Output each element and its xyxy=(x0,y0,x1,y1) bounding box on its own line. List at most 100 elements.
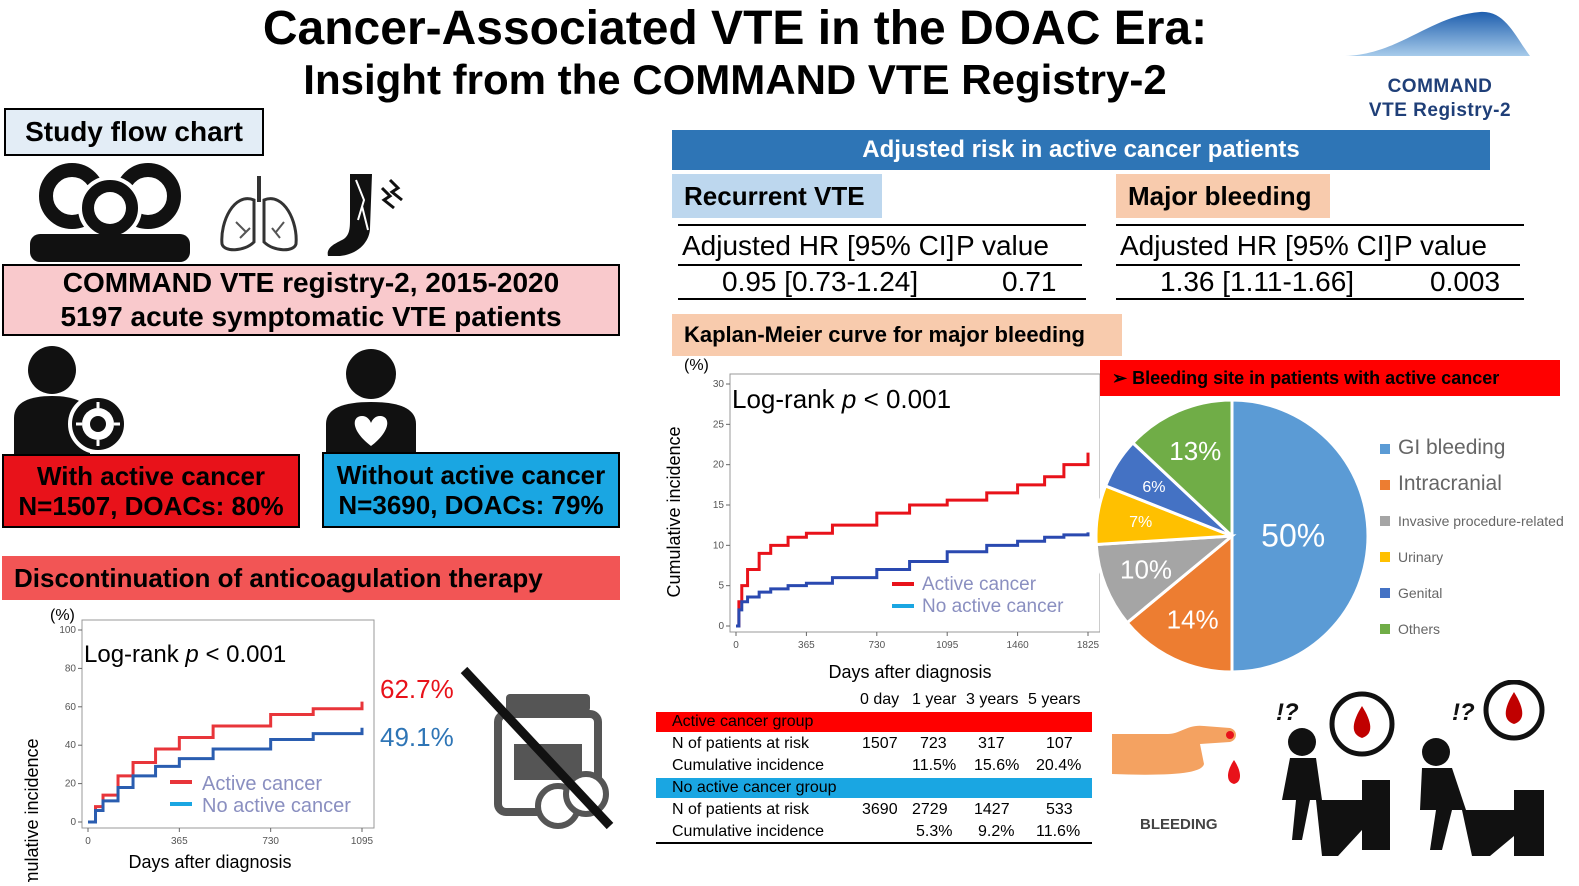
chart2-legend-active: Active cancer xyxy=(922,574,1037,595)
pie-slice-2 xyxy=(1094,534,1237,625)
pie-label-0: 50% xyxy=(1261,518,1325,554)
active-n-2: 317 xyxy=(978,735,1005,752)
registry-line2: 5197 acute symptomatic VTE patients xyxy=(60,301,562,332)
x-tick-label: 1460 xyxy=(1006,640,1029,651)
series-line-1 xyxy=(88,727,364,824)
x-tick-label: 730 xyxy=(262,836,279,847)
pie-legend-label-3: Urinary xyxy=(1398,549,1443,565)
series-line-1 xyxy=(736,532,1090,628)
discontinuation-chart-svg: (%) Cumulative incidence Days after diag… xyxy=(22,607,375,886)
people-group-icon xyxy=(20,158,200,267)
at-risk-table: 0 day 1 year 3 years 5 years Active canc… xyxy=(656,688,1094,844)
pie-legend-label-2: Invasive procedure-related xyxy=(1398,513,1564,529)
pie-label-5: 13% xyxy=(1169,436,1221,466)
logo-line2: VTE Registry-2 xyxy=(1368,100,1512,121)
pie-slice-1 xyxy=(1125,532,1234,674)
logo-line1: COMMAND xyxy=(1387,76,1493,97)
no-active-ci-label: Cumulative incidence xyxy=(672,823,825,840)
recurrent-table: Adjusted HR [95% CI] P value 0.95 [0.73-… xyxy=(678,224,1086,300)
chart2-ylabel: Cumulative incidence xyxy=(664,426,684,597)
y-tick-label: 60 xyxy=(65,702,77,713)
main-subtitle: Insight from the COMMAND VTE Registry-2 xyxy=(303,56,1167,103)
no-active-n-2: 1427 xyxy=(974,801,1010,818)
pie-chart: 50% 14% 10% 7% 6% 13% GI bleeding Intracranial I… xyxy=(1094,398,1576,682)
x-tick-label: 365 xyxy=(798,640,815,651)
active-ci-label: Cumulative incidence xyxy=(672,757,825,774)
pie-legend-label-5: Others xyxy=(1398,621,1440,637)
km-label: Kaplan-Meier curve for major bleeding xyxy=(672,314,1122,356)
chart2-legend-no-active: No active cancer xyxy=(922,596,1064,617)
active-n-0: 1507 xyxy=(862,735,898,752)
bleeding-col-p: P value xyxy=(1394,230,1487,261)
end-value-active: 62.7% xyxy=(380,674,454,704)
km-chart: (%) Cumulative incidence Days after diag… xyxy=(660,352,1101,684)
active-group-bar: Active cancer group xyxy=(656,712,1092,732)
series-line-0 xyxy=(736,452,1090,628)
pie-legend-label-0: GI bleeding xyxy=(1398,436,1505,459)
y-tick-label: 100 xyxy=(59,625,76,636)
chart2-yunit: (%) xyxy=(684,357,709,374)
plot-frame xyxy=(81,619,375,829)
x-tick-label: 0 xyxy=(85,836,91,847)
pie-legend-swatch-1 xyxy=(1380,480,1390,490)
at-risk-header-0: 0 day xyxy=(860,691,900,708)
without-cancer-line2: N=3690, DOACs: 79% xyxy=(338,490,604,520)
x-tick-label: 1095 xyxy=(936,640,959,651)
no-active-n-0: 3690 xyxy=(862,801,898,818)
chart1-logrank: Log-rank p < 0.001 xyxy=(84,641,286,668)
y-tick-label: 25 xyxy=(713,419,725,430)
pie-banner-arrow: ➢ xyxy=(1112,368,1128,388)
recurrent-hr: 0.95 [0.73-1.24] xyxy=(722,266,919,297)
active-n-3: 107 xyxy=(1046,735,1073,752)
x-tick-label: 365 xyxy=(171,836,188,847)
y-tick-label: 40 xyxy=(65,740,77,751)
pie-chart-svg: 50% 14% 10% 7% 6%13% GI bleeding Intracranial I… xyxy=(1094,398,1564,674)
y-tick-label: 80 xyxy=(65,663,77,674)
x-tick-label: 1825 xyxy=(1077,640,1100,651)
y-tick-label: 0 xyxy=(718,621,724,632)
exclaim-mark-1: !? xyxy=(1276,699,1299,726)
pie-banner: ➢ Bleeding site in patients with active … xyxy=(1100,360,1560,396)
pie-label-4: 6% xyxy=(1142,479,1165,496)
bleeding-col-hr: Adjusted HR [95% CI] xyxy=(1120,230,1393,261)
chart1-legend-active: Active cancer xyxy=(202,773,322,795)
bleeding-caption: BLEEDING xyxy=(1140,816,1218,833)
registry-line1: COMMAND VTE registry-2, 2015-2020 xyxy=(62,267,560,298)
pie-legend-swatch-4 xyxy=(1380,588,1390,598)
pie-legend-label-4: Genital xyxy=(1398,585,1442,601)
pie-label-2: 10% xyxy=(1120,555,1172,585)
risk-banner: Adjusted risk in active cancer patients xyxy=(672,130,1490,170)
chart1-legend-no-active: No active cancer xyxy=(202,795,351,817)
recurrent-col-hr: Adjusted HR [95% CI] xyxy=(682,230,955,261)
without-cancer-line1: Without active cancer xyxy=(336,460,606,490)
patient-cancer-icon xyxy=(12,342,132,459)
y-tick-label: 10 xyxy=(713,540,725,551)
y-tick-label: 20 xyxy=(65,779,77,790)
no-active-group-bar: No active cancer group xyxy=(656,778,1092,798)
registry-box: COMMAND VTE registry-2, 2015-2020 5197 a… xyxy=(2,264,620,336)
active-ci-3: 20.4% xyxy=(1036,757,1082,774)
logo-wave-icon xyxy=(1345,11,1530,56)
active-ci-2: 15.6% xyxy=(974,757,1020,774)
no-active-ci-3: 11.6% xyxy=(1036,823,1081,840)
no-active-n-label: N of patients at risk xyxy=(672,801,809,818)
no-active-n-3: 533 xyxy=(1046,801,1073,818)
chart2-logrank: Log-rank p < 0.001 xyxy=(732,384,951,414)
active-n-label: N of patients at risk xyxy=(672,735,809,752)
with-cancer-box: With active cancer N=1507, DOACs: 80% xyxy=(2,454,300,528)
pie-legend-label-1: Intracranial xyxy=(1398,472,1502,495)
chart1-xlabel: Days after diagnosis xyxy=(128,852,291,872)
bleeding-finger-icon xyxy=(1108,704,1258,819)
recurrent-label: Recurrent VTE xyxy=(672,174,882,218)
pie-slice-0 xyxy=(1230,398,1370,674)
y-tick-label: 15 xyxy=(713,500,725,511)
y-tick-label: 20 xyxy=(713,460,725,471)
bleeding-table: Adjusted HR [95% CI] P value 1.36 [1.11-… xyxy=(1116,224,1524,300)
without-cancer-box: Without active cancer N=3690, DOACs: 79% xyxy=(322,452,620,528)
bleeding-label: Major bleeding xyxy=(1116,174,1330,218)
lungs-icon xyxy=(214,172,304,261)
x-tick-label: 1095 xyxy=(351,836,374,847)
pie-legend-swatch-2 xyxy=(1380,516,1390,526)
no-active-ci-1: 5.3% xyxy=(916,823,953,840)
pill-bottle-crossed-icon xyxy=(458,664,628,839)
